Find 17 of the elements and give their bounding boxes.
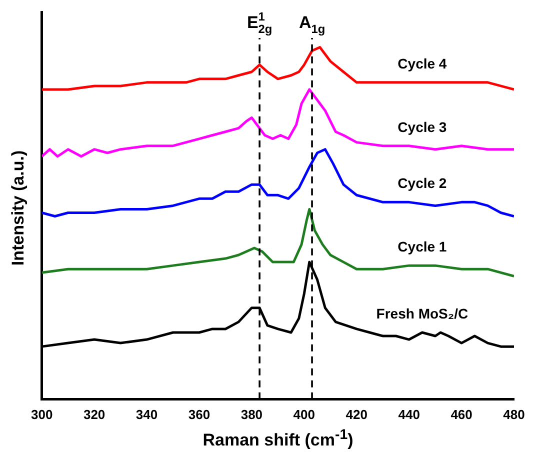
x-tick-label: 440 xyxy=(398,406,420,422)
x-tick-label: 320 xyxy=(83,406,106,422)
x-tick-label: 480 xyxy=(503,406,525,422)
x-tick-label: 460 xyxy=(450,406,472,422)
y-axis-title: Intensity (a.u.) xyxy=(9,150,29,266)
x-tick-label: 380 xyxy=(240,406,263,422)
x-axis-title: Raman shift (cm$^{-1}$) xyxy=(202,427,354,451)
series-label: Cycle 2 xyxy=(398,175,447,192)
x-tick-label: 400 xyxy=(293,406,316,422)
series-label: Cycle 3 xyxy=(398,118,447,135)
x-tick-label: 420 xyxy=(346,406,368,422)
x-tick-label: 300 xyxy=(30,406,53,422)
x-tick-label: 340 xyxy=(136,406,158,422)
x-tick-label: 360 xyxy=(188,406,210,422)
series-label: Cycle 4 xyxy=(398,55,447,72)
series-label: Fresh MoS₂/C xyxy=(376,305,468,322)
series-label: Cycle 1 xyxy=(398,238,447,255)
